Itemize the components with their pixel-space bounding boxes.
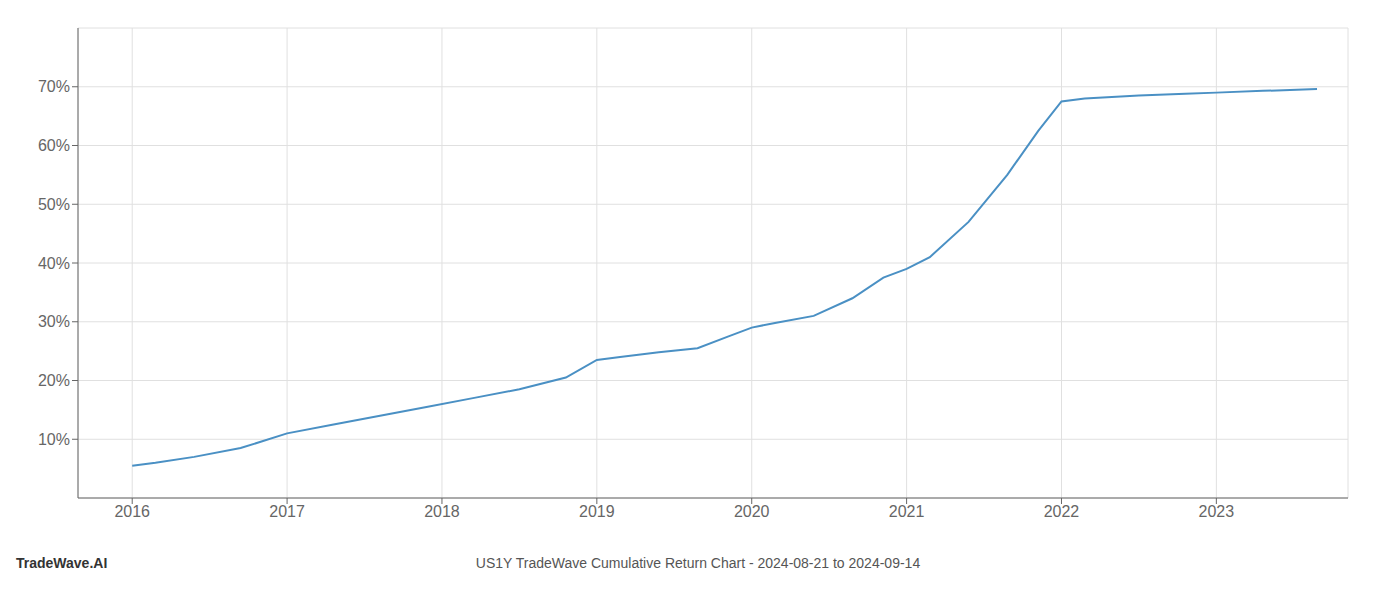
html-text:US1Y TradeWave Cumulative Retu: US1Y TradeWave Cumulative Return Chart -… [475, 555, 921, 571]
svg-text:2020: 2020 [734, 503, 770, 520]
svg-text:2023: 2023 [1199, 503, 1235, 520]
svg-text:40%: 40% [38, 255, 70, 272]
svg-text:60%: 60% [38, 137, 70, 154]
svg-text:2019: 2019 [579, 503, 615, 520]
svg-text:2022: 2022 [1044, 503, 1080, 520]
svg-text:2021: 2021 [889, 503, 925, 520]
svg-text:2018: 2018 [424, 503, 460, 520]
svg-text:70%: 70% [38, 78, 70, 95]
svg-text:2016: 2016 [114, 503, 150, 520]
html-text:TradeWave.AI: TradeWave.AI [16, 555, 108, 571]
svg-text:20%: 20% [38, 372, 70, 389]
svg-text:50%: 50% [38, 196, 70, 213]
svg-text:10%: 10% [38, 431, 70, 448]
svg-text:30%: 30% [38, 313, 70, 330]
svg-text:2017: 2017 [269, 503, 305, 520]
